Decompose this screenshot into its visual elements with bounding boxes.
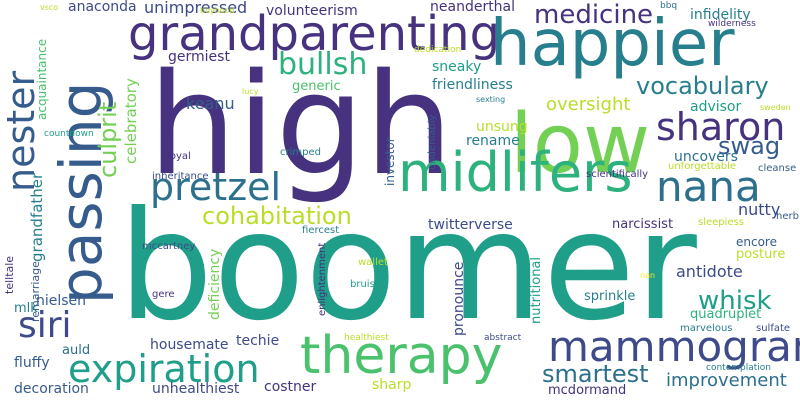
word-deficiency: deficiency (207, 248, 223, 320)
word-unhealthiest: unhealthiest (152, 381, 240, 397)
word-bruise: bruise (350, 279, 381, 290)
word-smartest: smartest (542, 360, 649, 388)
word-auld: auld (62, 343, 91, 358)
word-housemate: housemate (150, 337, 229, 353)
word-low: low (510, 97, 651, 192)
word-dedication: dedication (414, 45, 462, 55)
word-costner: costner (264, 379, 317, 395)
word-unsung: unsung (476, 119, 528, 135)
word-investor: investor (383, 137, 397, 186)
word-happier: happier (490, 7, 735, 81)
word-sweden: sweden (760, 103, 791, 112)
word-nutritional: nutritional (529, 256, 544, 324)
word-wilderness: wilderness (708, 19, 756, 29)
word-vocabulary: vocabulary (636, 72, 769, 100)
word-sneaky: sneaky (432, 59, 482, 75)
word-sleepiess: sleepiess (698, 217, 744, 228)
word-nana: nana (656, 162, 761, 211)
word-fiercest: fiercest (302, 225, 340, 236)
word-sexting: sexting (476, 95, 506, 104)
word-unimpressed: unimpressed (144, 0, 248, 17)
word-rename: rename (466, 133, 520, 149)
word-unforgettable: unforgettable (668, 161, 736, 172)
word-nutty: nutty (738, 200, 781, 219)
word-germiest: germiest (168, 49, 230, 65)
word-countdown: countdown (44, 129, 94, 139)
word-nan: nan (640, 271, 656, 280)
word-twitterverse: twitterverse (428, 217, 513, 233)
word-sulfate: sulfate (756, 323, 791, 334)
word-lucy: lucy (242, 87, 259, 96)
word-enlightenment: enlightenment (317, 242, 328, 316)
word-oversight: oversight (546, 94, 631, 115)
word-techie: techie (236, 333, 280, 349)
word-herb: herb (776, 211, 799, 222)
word-improvement: improvement (666, 370, 787, 391)
word-mlk: mlk (14, 301, 38, 316)
word-acquaintance: acquaintance (35, 38, 49, 120)
word-bbq: bbq (660, 1, 678, 11)
word-mcdormand: mcdormand (548, 383, 627, 398)
word-mammogram: mammogram (548, 322, 800, 371)
word-narcissist: narcissist (612, 217, 674, 232)
word-sharon: sharon (656, 105, 786, 149)
word-celebratory: celebratory (122, 78, 140, 164)
word-vsco: vsco (40, 3, 59, 12)
word-sprinkle: sprinkle (584, 289, 636, 304)
word-grandparenting: grandparenting (128, 6, 501, 62)
word-siri: siri (18, 305, 72, 346)
word-culprit: culprit (94, 101, 122, 178)
word-friendliness: friendliness (432, 77, 513, 93)
word-abstract: abstract (484, 333, 522, 343)
word-neanderthal: neanderthal (430, 0, 516, 15)
word-royal: royal (166, 151, 191, 162)
word-posture: posture (736, 247, 786, 262)
word-grandfather: grandfather (28, 172, 46, 262)
word-pronounce: pronounce (451, 261, 467, 336)
word-sharp: sharp (372, 377, 412, 393)
word-cleanse: cleanse (758, 163, 797, 174)
word-high: high (148, 44, 454, 207)
word-cohabitation: cohabitation (202, 202, 352, 230)
word-marvelous: marvelous (680, 323, 733, 334)
word-mccartney: mccartney (142, 241, 196, 252)
word-gere: gere (152, 289, 175, 300)
word-telltale: telltale (3, 255, 16, 294)
word-wallet: wallet (358, 257, 388, 268)
word-advisor: advisor (690, 99, 742, 115)
word-pretzel: pretzel (150, 165, 282, 209)
word-crimped: crimped (280, 147, 321, 158)
word-swag: swag (718, 132, 781, 160)
word-scientifically: scientifically (586, 169, 649, 180)
word-decoration: decoration (14, 381, 89, 397)
word-nielsen: nielsen (36, 293, 87, 309)
word-bullsh: bullsh (278, 47, 368, 82)
word-encore: encore (736, 235, 777, 249)
word-anaconda: anaconda (68, 0, 137, 15)
word-boyhood: boyhood (200, 6, 235, 15)
word-keanu: keanu (186, 94, 235, 113)
word-whisk: whisk (698, 286, 772, 316)
word-healthiest: healthiest (344, 333, 389, 343)
word-therapy: therapy (300, 326, 503, 386)
word-generic: generic (292, 79, 341, 94)
word-midlifers: midlifers (398, 141, 633, 204)
word-infidelity: infidelity (690, 7, 751, 23)
word-uncovers: uncovers (674, 149, 738, 165)
word-volunteerism: volunteerism (266, 3, 358, 19)
word-medicine: medicine (534, 0, 654, 30)
word-fluffy: fluffy (14, 355, 50, 371)
word-inheritance: inheritance (152, 171, 209, 182)
word-contemplation: contemplation (706, 363, 771, 373)
word-antidote: antidote (676, 262, 743, 281)
word-boomer: boomer (118, 180, 697, 354)
word-undeniably: undeniably (427, 114, 438, 170)
word-expiration: expiration (68, 347, 260, 391)
word-quadruplet: quadruplet (690, 307, 762, 322)
